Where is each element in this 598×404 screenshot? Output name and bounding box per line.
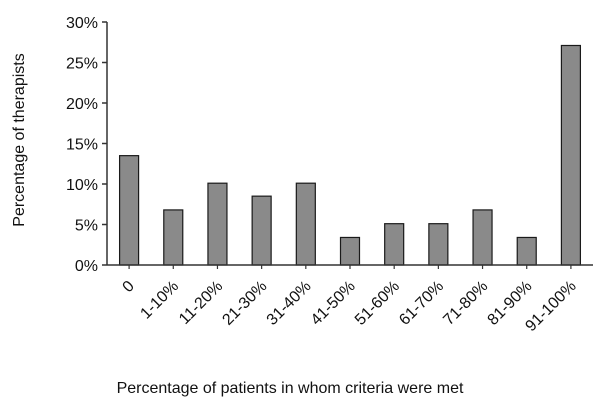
y-tick-label: 5% xyxy=(75,218,98,235)
bar xyxy=(516,236,537,266)
x-tick-label: 11-20% xyxy=(176,278,226,328)
bar xyxy=(295,182,316,266)
x-tick-label: 0 xyxy=(120,278,138,296)
y-tick-label: 15% xyxy=(66,137,98,154)
bar xyxy=(118,155,140,266)
bar xyxy=(472,209,493,266)
bar xyxy=(207,182,228,266)
bar xyxy=(384,223,405,266)
bar xyxy=(163,209,184,266)
x-tick-label: 31-40% xyxy=(264,278,315,329)
bar xyxy=(251,195,272,266)
y-tick-label: 20% xyxy=(66,96,98,113)
y-axis-ticks: 0% 5% 10% 15% 20% 25% 30% xyxy=(66,15,107,275)
y-axis-title: Percentage of therapists xyxy=(11,53,28,226)
x-tick-label: 71-80% xyxy=(440,278,491,329)
x-tick-label: 41-50% xyxy=(308,278,359,329)
bar xyxy=(339,236,361,266)
x-tick-label: 21-30% xyxy=(219,278,270,329)
y-tick-label: 10% xyxy=(66,177,98,194)
x-tick-label: 51-60% xyxy=(352,278,403,329)
y-tick-label: 0% xyxy=(75,258,98,275)
x-axis-title: Percentage of patients in whom criteria … xyxy=(117,380,464,397)
x-tick-label: 61-70% xyxy=(396,278,447,329)
bar xyxy=(428,223,449,266)
y-tick-label: 25% xyxy=(66,56,98,73)
y-tick-label: 30% xyxy=(66,15,98,32)
bars-group xyxy=(118,44,582,266)
bar xyxy=(560,44,582,266)
x-axis-ticks: 0 1-10%11-20%21-30%31-40%41-50%51-60%61-7… xyxy=(120,265,580,335)
